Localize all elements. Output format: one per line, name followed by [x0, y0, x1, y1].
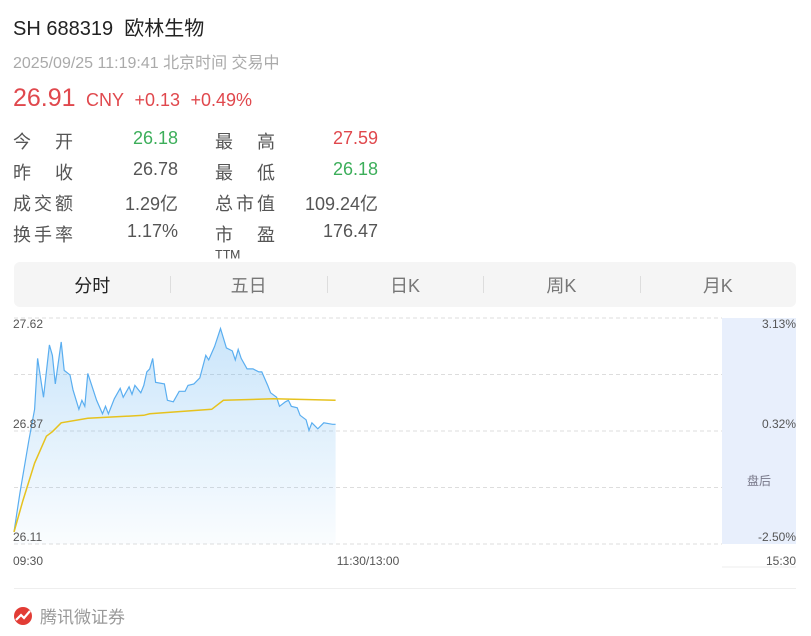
timestamp-status: 2025/09/25 11:19:41 北京时间 交易中 — [13, 55, 280, 72]
tencent-securities-logo-icon — [14, 606, 32, 625]
tab-monthly-k[interactable]: 月K — [639, 262, 796, 307]
stat-value: 26.78 — [132, 159, 178, 179]
currency: CNY — [86, 90, 125, 110]
tab-daily-k[interactable]: 日K — [326, 262, 483, 307]
stat-value: 26.18 — [132, 128, 178, 148]
y-tick-left: 26.87 — [13, 417, 43, 431]
stat-label: 最高 — [215, 132, 275, 152]
stat-label: 换手率 — [13, 225, 73, 245]
tab-five-day[interactable]: 五日 — [170, 262, 326, 307]
stat-label: 昨收 — [13, 163, 73, 183]
stat-value: 27.59 — [332, 128, 378, 148]
stat-value: 1.29亿 — [124, 194, 178, 214]
price-change: +0.13 — [134, 90, 181, 110]
stat-label: 最低 — [215, 163, 275, 183]
stats-table: 今开 26.18 最高 27.59 昨收 26.78 最低 26.18 成交额 … — [13, 128, 383, 267]
y-tick-left: 26.11 — [13, 530, 42, 544]
stats-row: 成交额 1.29亿 总市值 109.24亿 — [13, 190, 383, 221]
after-hours-label: 盘后 — [747, 473, 771, 488]
brand-name: 腾讯微证券 — [40, 608, 125, 627]
y-tick-right: -2.50% — [758, 530, 796, 544]
stock-title: SH 688319 欧林生物 — [13, 18, 205, 40]
intraday-chart[interactable]: 27.62 26.87 26.11 3.13% 0.32% -2.50% 盘后 … — [0, 0, 811, 580]
x-tick: 11:30/13:00 — [337, 554, 400, 568]
stat-label: 今开 — [13, 132, 73, 152]
y-tick-right: 3.13% — [762, 317, 796, 331]
price-line — [13, 326, 336, 533]
price-change-pct: +0.49% — [190, 90, 253, 110]
tab-intraday[interactable]: 分时 — [74, 275, 111, 296]
stat-value: 176.47 — [322, 221, 378, 241]
after-hours-panel — [722, 318, 796, 544]
stat-value: 26.18 — [332, 159, 378, 179]
y-tick-right: 0.32% — [762, 417, 796, 431]
stat-label: 总市值 — [215, 194, 275, 214]
stat-label: 成交额 — [13, 194, 73, 214]
current-price: 26.91 — [13, 84, 76, 112]
stat-value: 109.24亿 — [304, 194, 378, 214]
stats-row: 昨收 26.78 最低 26.18 — [13, 159, 383, 190]
x-tick: 09:30 — [13, 554, 43, 568]
stats-row: 今开 26.18 最高 27.59 — [13, 128, 383, 159]
average-price-line — [13, 398, 336, 533]
price-area — [14, 328, 336, 544]
x-tick: 15:30 — [766, 554, 796, 568]
quote: 26.91 CNY +0.13 +0.49% — [13, 84, 252, 113]
y-tick-left: 27.62 — [13, 317, 43, 331]
stat-value: 1.17% — [126, 221, 178, 241]
chart-period-tabs: 分时 五日 日K 周K 月K — [14, 262, 796, 307]
tab-weekly-k[interactable]: 周K — [483, 262, 639, 307]
footer-divider — [14, 588, 796, 589]
brand-footer[interactable]: 腾讯微证券 — [13, 603, 125, 628]
